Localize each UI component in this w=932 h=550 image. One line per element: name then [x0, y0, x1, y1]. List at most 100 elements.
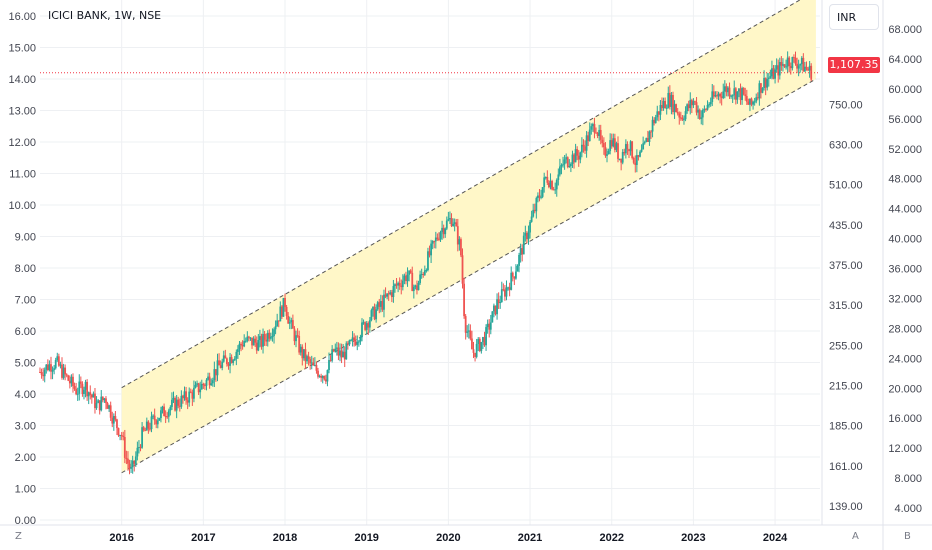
candle-body — [717, 93, 720, 97]
candle-body — [728, 87, 731, 97]
left-axis-tick-label: 2.00 — [15, 452, 36, 464]
secondary-scale-button[interactable]: B — [904, 531, 911, 542]
candle-body — [232, 360, 235, 363]
candle-body — [665, 107, 668, 109]
candle-body — [290, 320, 293, 323]
candle-body — [235, 351, 238, 359]
candle-body — [511, 272, 514, 277]
candle-body — [343, 351, 346, 360]
candle-body — [97, 400, 100, 403]
candle-body — [175, 399, 178, 411]
candle-body — [538, 195, 541, 198]
candle-body — [624, 144, 627, 154]
left-axis-tick-label: 6.00 — [15, 326, 36, 338]
candle-body — [632, 157, 635, 163]
candle-body — [189, 391, 192, 393]
candle-body — [70, 376, 73, 384]
candle-body — [690, 100, 693, 106]
candle-body — [160, 410, 162, 418]
candle-body — [659, 105, 662, 115]
candle-body — [372, 306, 374, 311]
candle-body — [411, 272, 414, 292]
candle-body — [648, 131, 651, 142]
candle-body — [205, 379, 208, 386]
left-axis-tick-label: 12.00 — [8, 137, 36, 149]
currency-selector[interactable]: INR — [829, 4, 879, 30]
timezone-button[interactable]: Z — [15, 531, 22, 542]
candle-body — [749, 98, 751, 105]
price-axis-tick-label: 161.00 — [829, 461, 863, 473]
right-axis-tick-label: 12.000 — [888, 443, 922, 455]
candle-body — [84, 381, 87, 390]
candle-body — [395, 284, 398, 286]
candle-body — [243, 341, 246, 347]
candle-body — [307, 356, 310, 360]
candle-body — [808, 65, 811, 71]
candle-body — [208, 376, 211, 386]
candle-body — [287, 315, 290, 324]
candle-body — [119, 435, 122, 437]
candle-body — [606, 154, 608, 156]
candle-body — [780, 62, 783, 66]
candle-body — [566, 157, 569, 167]
candle-body — [171, 399, 173, 407]
candle-body — [480, 341, 483, 351]
candle-body — [494, 305, 497, 315]
candle-body — [646, 138, 649, 142]
candle-body — [535, 198, 538, 212]
candle-body — [67, 375, 70, 381]
candle-body — [662, 100, 665, 109]
candle-body — [588, 129, 591, 142]
candle-body — [180, 395, 183, 407]
candle-body — [774, 69, 776, 79]
candle-body — [505, 287, 508, 297]
candle-body — [496, 299, 498, 315]
candle-body — [321, 376, 324, 378]
x-axis-tick-label: 2020 — [436, 532, 460, 544]
candle-body — [142, 427, 145, 431]
left-axis-tick-label: 15.00 — [8, 43, 36, 55]
candle-body — [731, 95, 734, 97]
candle-body — [793, 57, 795, 59]
candle-body — [679, 117, 682, 119]
right-axis-tick-label: 44.000 — [888, 204, 922, 216]
candle-body — [241, 345, 244, 347]
candle-body — [723, 86, 726, 92]
candle-body — [78, 381, 81, 394]
candle-body — [186, 400, 189, 403]
candle-body — [348, 340, 351, 345]
candle-body — [215, 369, 217, 376]
candle-body — [329, 360, 332, 362]
candle-body — [199, 389, 202, 393]
candle-body — [634, 162, 637, 166]
candle-body — [552, 189, 555, 191]
candle-body — [654, 117, 657, 124]
candle-body — [277, 320, 280, 322]
candle-body — [442, 227, 445, 235]
candle-body — [416, 285, 418, 291]
candle-body — [103, 398, 106, 401]
candle-body — [522, 235, 525, 255]
price-axis-tick-label: 375.00 — [829, 260, 863, 272]
candle-body — [156, 420, 159, 425]
candle-body — [163, 406, 165, 417]
candle-body — [560, 165, 563, 167]
right-axis-tick-label: 8.000 — [894, 473, 922, 485]
candle-body — [537, 195, 539, 199]
candle-body — [397, 282, 400, 286]
candle-body — [571, 154, 574, 164]
candle-body — [230, 357, 233, 363]
candle-body — [543, 177, 546, 188]
candle-body — [296, 335, 299, 337]
candle-body — [150, 416, 153, 430]
candle-body — [62, 367, 65, 378]
candle-body — [183, 391, 186, 399]
candle-body — [361, 322, 363, 338]
candle-body — [335, 347, 338, 349]
candle-body — [141, 427, 143, 448]
candle-body — [610, 140, 613, 147]
candle-body — [213, 369, 216, 381]
candle-body — [467, 330, 470, 332]
auto-scale-button[interactable]: A — [852, 531, 859, 542]
